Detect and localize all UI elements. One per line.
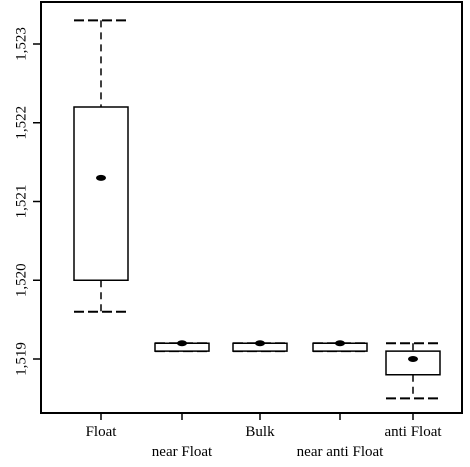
median-point <box>335 340 345 347</box>
x-tick-label: Float <box>86 424 118 440</box>
box-series <box>73 19 441 400</box>
median-point <box>408 356 418 362</box>
iqr-box <box>73 106 129 281</box>
x-tick-label: anti Float <box>384 424 442 440</box>
median-point <box>96 174 106 181</box>
y-tick-label: 1,519 <box>13 342 29 376</box>
x-tick-label: near Float <box>152 444 213 460</box>
box-group <box>232 340 288 353</box>
y-axis: 1,519 1,520 1,521 1,522 1,523 <box>13 27 41 376</box>
median-point <box>177 340 187 347</box>
y-tick-label: 1,520 <box>13 263 29 297</box>
y-tick-label: 1,522 <box>13 106 29 140</box>
x-tick-label: Bulk <box>245 424 275 440</box>
box-group <box>312 340 368 353</box>
y-tick-label: 1,523 <box>13 27 29 61</box>
iqr-box <box>385 350 441 376</box>
box-group <box>154 340 210 353</box>
median-point <box>255 340 265 347</box>
box-group <box>73 19 129 313</box>
plot-frame <box>40 1 463 414</box>
x-tick-label: near anti Float <box>297 444 384 460</box>
y-tick-label: 1,521 <box>13 185 29 219</box>
box-group <box>385 342 441 400</box>
